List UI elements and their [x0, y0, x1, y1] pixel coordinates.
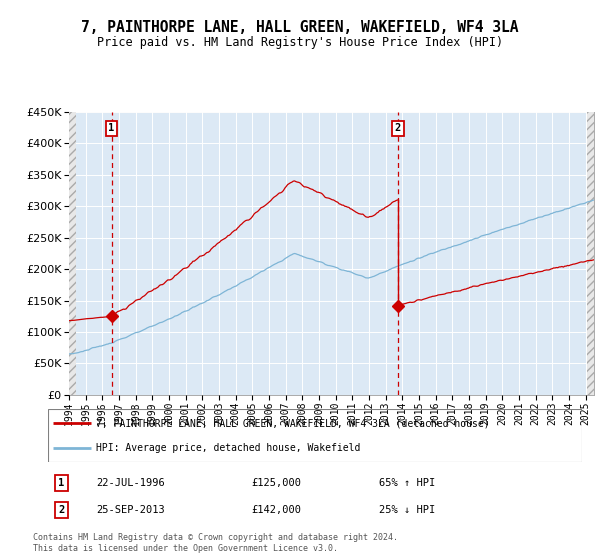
- Text: 1: 1: [58, 478, 64, 488]
- Text: £125,000: £125,000: [251, 478, 301, 488]
- Text: 7, PAINTHORPE LANE, HALL GREEN, WAKEFIELD, WF4 3LA (detached house): 7, PAINTHORPE LANE, HALL GREEN, WAKEFIEL…: [96, 418, 490, 428]
- Text: 1: 1: [109, 123, 115, 133]
- Text: 22-JUL-1996: 22-JUL-1996: [96, 478, 165, 488]
- Text: 25-SEP-2013: 25-SEP-2013: [96, 505, 165, 515]
- Text: Contains HM Land Registry data © Crown copyright and database right 2024.
This d: Contains HM Land Registry data © Crown c…: [33, 533, 398, 553]
- Text: 25% ↓ HPI: 25% ↓ HPI: [379, 505, 436, 515]
- Text: 7, PAINTHORPE LANE, HALL GREEN, WAKEFIELD, WF4 3LA: 7, PAINTHORPE LANE, HALL GREEN, WAKEFIEL…: [81, 20, 519, 35]
- Text: £142,000: £142,000: [251, 505, 301, 515]
- Text: 2: 2: [58, 505, 64, 515]
- Text: 2: 2: [395, 123, 401, 133]
- Text: 65% ↑ HPI: 65% ↑ HPI: [379, 478, 436, 488]
- Text: Price paid vs. HM Land Registry's House Price Index (HPI): Price paid vs. HM Land Registry's House …: [97, 36, 503, 49]
- Text: HPI: Average price, detached house, Wakefield: HPI: Average price, detached house, Wake…: [96, 442, 361, 452]
